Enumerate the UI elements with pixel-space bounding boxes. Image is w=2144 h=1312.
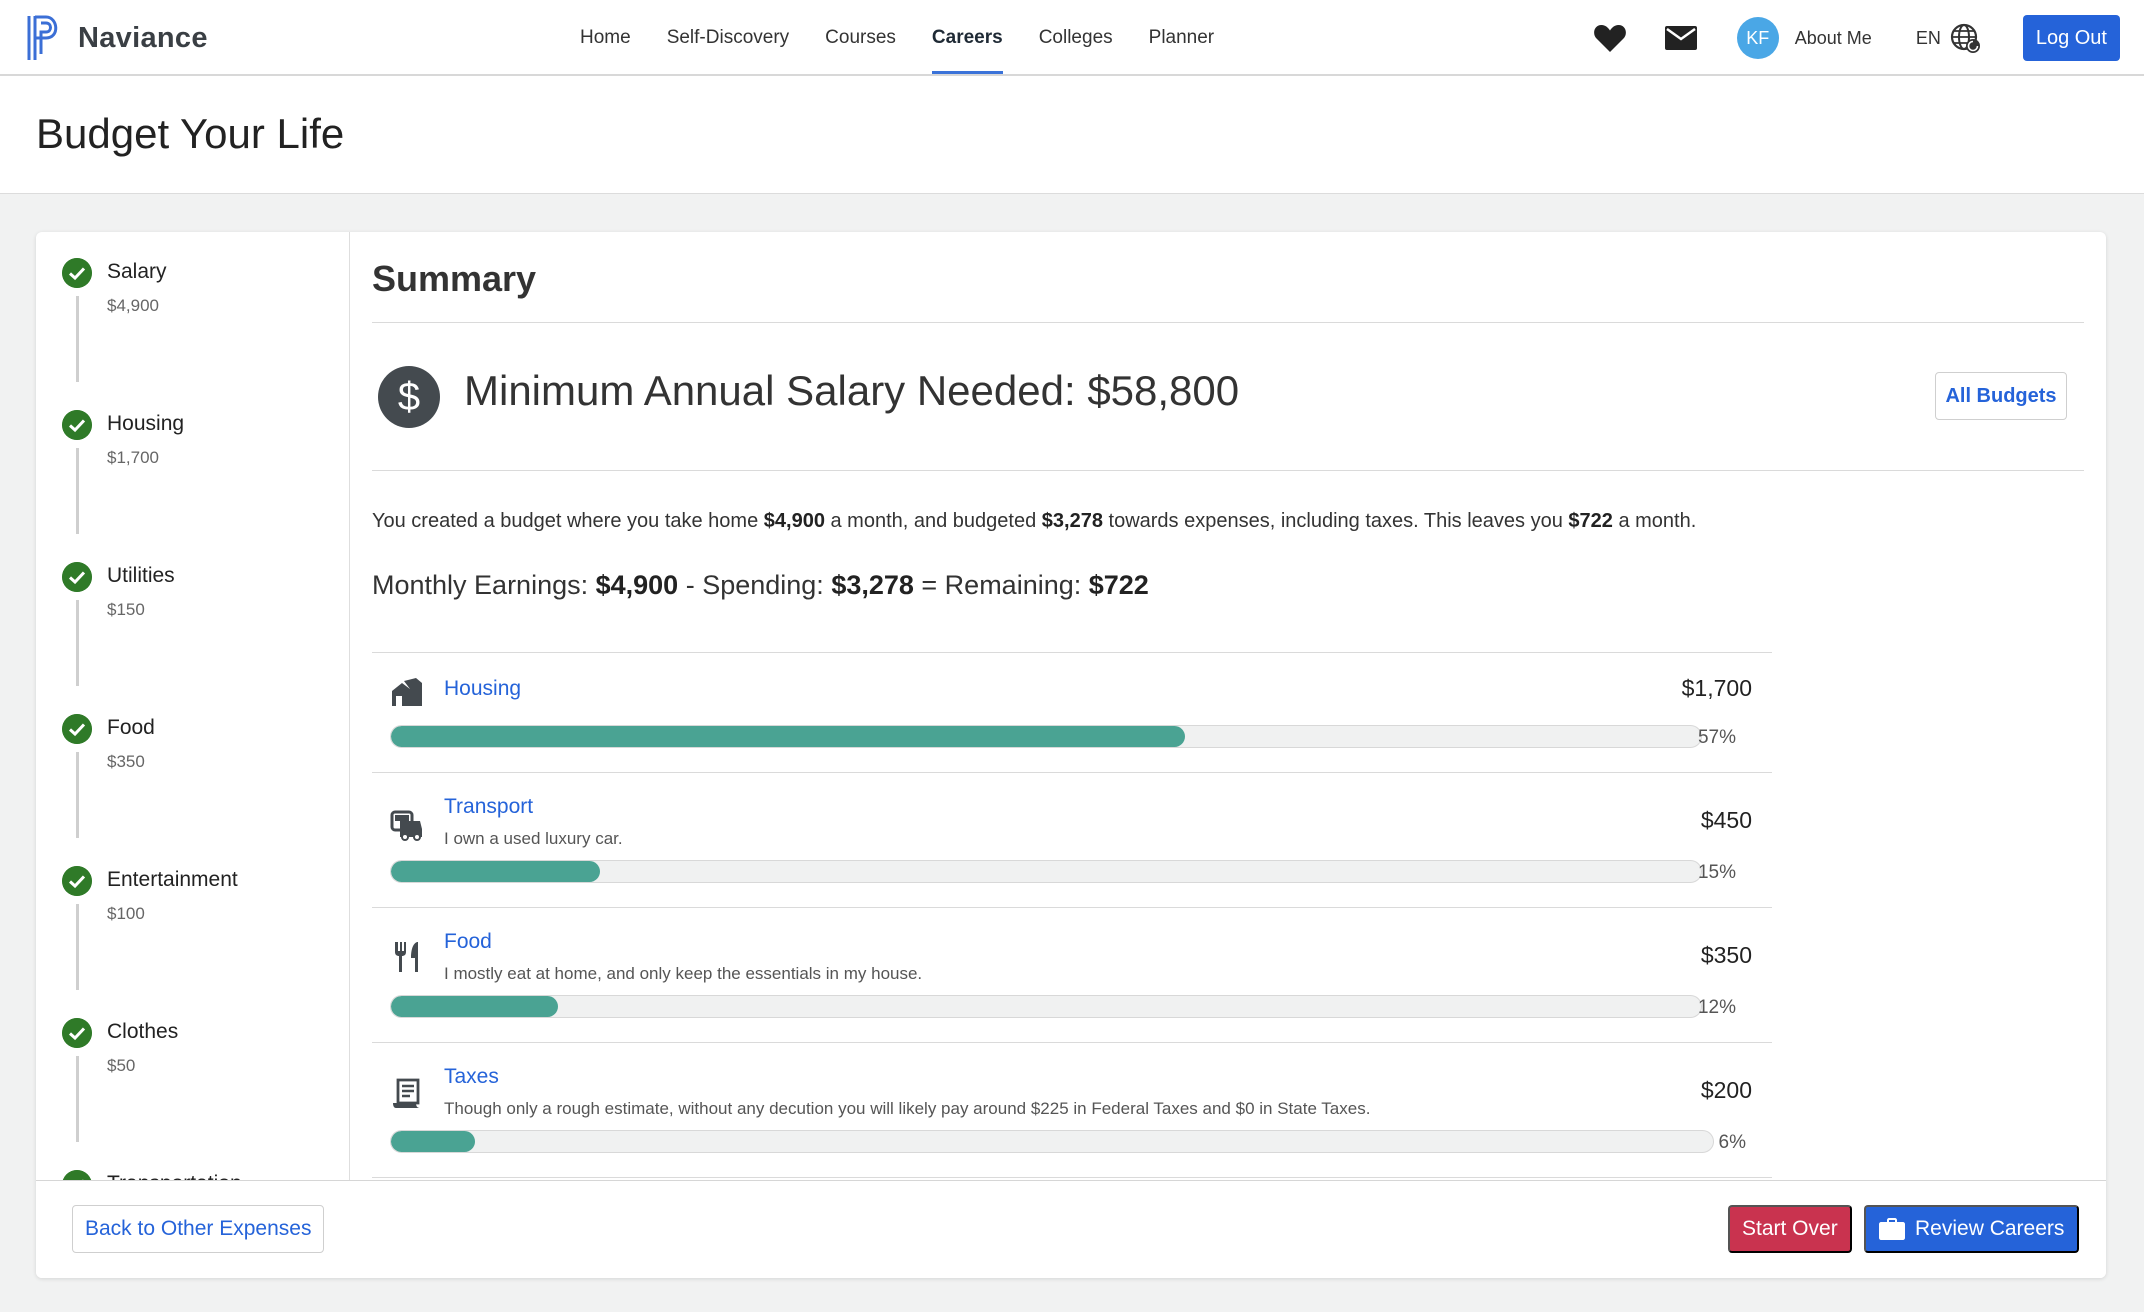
budget-steps-sidebar: Salary $4,900 Housing $1,700 Utilities $… bbox=[36, 232, 350, 1180]
expense-percent: 12% bbox=[1697, 997, 1736, 1018]
step-label: Clothes bbox=[107, 1020, 179, 1043]
step-value: $4,900 bbox=[107, 296, 159, 315]
expense-name[interactable]: Food bbox=[444, 930, 492, 953]
progress-bar bbox=[390, 1130, 1714, 1153]
expense-amount: $450 bbox=[1700, 807, 1752, 833]
expense-amount: $200 bbox=[1700, 1077, 1752, 1103]
step-value: $50 bbox=[107, 1056, 136, 1075]
summary-panel: Summary $ Minimum Annual Salary Needed: … bbox=[372, 232, 2084, 1180]
review-careers-button[interactable]: Review Careers bbox=[1864, 1205, 2080, 1253]
page-header: Budget Your Life bbox=[0, 76, 2144, 194]
minimum-salary-heading: Minimum Annual Salary Needed: $58,800 bbox=[464, 367, 1240, 414]
step-label: Housing bbox=[107, 412, 185, 435]
check-circle-icon bbox=[62, 410, 92, 440]
globe-icon[interactable] bbox=[1949, 22, 1981, 54]
step-value: $100 bbox=[107, 904, 145, 923]
expense-row-housing: Housing $1,700 57% bbox=[372, 653, 1772, 773]
check-circle-icon bbox=[62, 1018, 92, 1048]
card-footer: Back to Other Expenses Start Over Review… bbox=[36, 1180, 2106, 1278]
divider bbox=[372, 322, 2084, 323]
fork-knife-icon bbox=[395, 942, 418, 972]
step-connector bbox=[76, 1056, 79, 1142]
car-icon bbox=[390, 810, 422, 841]
progress-bar-fill bbox=[391, 726, 1186, 747]
nav-home[interactable]: Home bbox=[580, 27, 631, 48]
nav-courses[interactable]: Courses bbox=[825, 27, 896, 48]
divider bbox=[372, 470, 2084, 471]
review-careers-label: Review Careers bbox=[1915, 1217, 2065, 1240]
logout-button[interactable]: Log Out bbox=[2022, 15, 2120, 61]
expense-row-taxes: Taxes Though only a rough estimate, with… bbox=[372, 1043, 1772, 1178]
start-over-button[interactable]: Start Over bbox=[1728, 1205, 1852, 1253]
page-title: Budget Your Life bbox=[36, 110, 345, 157]
svg-text:$: $ bbox=[398, 375, 420, 419]
main-nav: Home Self-Discovery Courses Careers Coll… bbox=[580, 0, 1250, 76]
step-label: Utilities bbox=[107, 564, 175, 587]
nav-self-discovery[interactable]: Self-Discovery bbox=[666, 27, 790, 48]
progress-bar bbox=[390, 725, 1702, 748]
step-value: $350 bbox=[107, 752, 145, 771]
dollar-circle-icon: $ bbox=[378, 366, 440, 428]
avatar[interactable]: KF bbox=[1736, 17, 1779, 59]
progress-bar bbox=[390, 995, 1702, 1018]
top-nav: Naviance Home Self-Discovery Courses Car… bbox=[0, 0, 2144, 76]
check-circle-icon bbox=[62, 562, 92, 592]
progress-bar bbox=[390, 860, 1702, 883]
step-label: Transportation bbox=[107, 1172, 242, 1180]
expense-row-transport: Transport I own a used luxury car. $450 … bbox=[372, 773, 1772, 908]
step-value: $1,700 bbox=[107, 448, 159, 467]
house-icon bbox=[392, 678, 422, 706]
progress-bar-fill bbox=[391, 1131, 476, 1152]
check-circle-icon bbox=[62, 258, 92, 288]
step-connector bbox=[76, 296, 79, 382]
step-label: Entertainment bbox=[107, 868, 238, 891]
expense-amount: $350 bbox=[1700, 942, 1752, 968]
expense-row-food: Food I mostly eat at home, and only keep… bbox=[372, 908, 1772, 1043]
nav-right: KF About Me EN Log Out bbox=[1593, 0, 2120, 76]
check-circle-icon bbox=[62, 866, 92, 896]
step-label: Food bbox=[107, 716, 155, 739]
expense-name[interactable]: Transport bbox=[444, 795, 534, 818]
budget-card: Salary $4,900 Housing $1,700 Utilities $… bbox=[36, 232, 2106, 1278]
expense-percent: 15% bbox=[1697, 862, 1736, 883]
step-connector bbox=[76, 448, 79, 534]
expense-list: Housing $1,700 57% Transport I own a use… bbox=[372, 652, 1772, 1178]
expense-description: I mostly eat at home, and only keep the … bbox=[444, 964, 923, 983]
progress-bar-fill bbox=[391, 996, 559, 1017]
check-circle-icon bbox=[62, 714, 92, 744]
step-label: Salary bbox=[107, 260, 167, 283]
nav-colleges[interactable]: Colleges bbox=[1038, 27, 1113, 48]
all-budgets-button[interactable]: All Budgets bbox=[1935, 372, 2067, 420]
summary-title: Summary bbox=[372, 258, 537, 299]
expense-description: Though only a rough estimate, without an… bbox=[444, 1099, 1371, 1118]
expense-percent: 6% bbox=[1718, 1132, 1746, 1153]
heart-icon[interactable] bbox=[1593, 23, 1627, 53]
language-label[interactable]: EN bbox=[1915, 27, 1941, 48]
step-value: $150 bbox=[107, 600, 145, 619]
nav-careers[interactable]: Careers bbox=[931, 0, 1003, 76]
expense-description: I own a used luxury car. bbox=[444, 829, 623, 848]
budget-equation: Monthly Earnings: $4,900 - Spending: $3,… bbox=[372, 570, 1149, 600]
expense-percent: 57% bbox=[1697, 727, 1736, 748]
naviance-logo-icon bbox=[27, 15, 58, 60]
briefcase-icon bbox=[1879, 1218, 1905, 1240]
mail-icon[interactable] bbox=[1664, 26, 1697, 50]
step-connector bbox=[76, 904, 79, 990]
about-me-link[interactable]: About Me bbox=[1794, 27, 1872, 48]
step-connector bbox=[76, 600, 79, 686]
expense-amount: $1,700 bbox=[1681, 675, 1752, 701]
back-to-other-expenses-button[interactable]: Back to Other Expenses bbox=[72, 1205, 325, 1253]
progress-bar-fill bbox=[391, 861, 601, 882]
expense-name[interactable]: Taxes bbox=[444, 1065, 499, 1088]
receipt-icon bbox=[393, 1078, 420, 1108]
logo[interactable]: Naviance bbox=[26, 14, 208, 62]
app-name: Naviance bbox=[78, 21, 208, 54]
expense-name[interactable]: Housing bbox=[444, 677, 522, 700]
check-circle-icon bbox=[62, 1170, 92, 1180]
budget-description: You created a budget where you take home… bbox=[372, 510, 1697, 532]
step-connector bbox=[76, 752, 79, 838]
nav-planner[interactable]: Planner bbox=[1148, 27, 1215, 48]
